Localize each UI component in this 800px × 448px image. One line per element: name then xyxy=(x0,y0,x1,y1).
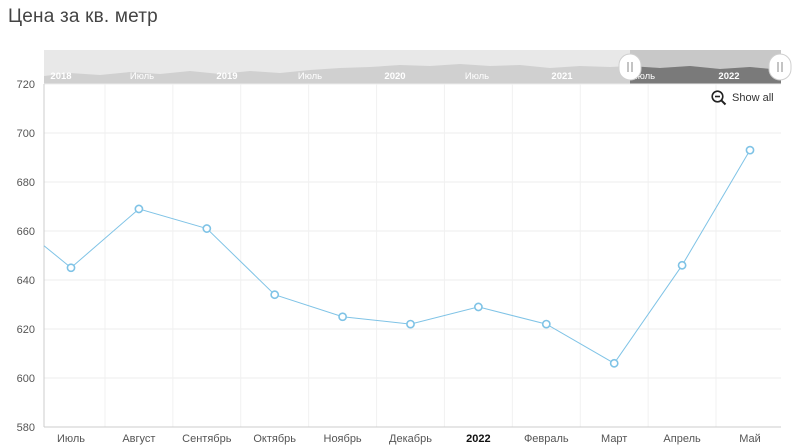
y-tick-label: 700 xyxy=(17,128,35,140)
x-tick-label: Май xyxy=(739,433,761,445)
navigator-label: 2022 xyxy=(718,71,739,82)
y-tick-label: 580 xyxy=(17,422,35,434)
y-tick-label: 640 xyxy=(17,275,35,287)
series-line xyxy=(43,149,751,364)
x-tick-label: Март xyxy=(601,433,627,445)
y-tick-label: 600 xyxy=(17,373,35,385)
data-point[interactable] xyxy=(66,263,76,273)
x-tick-label: Октябрь xyxy=(253,433,296,445)
plot-grid xyxy=(44,83,781,428)
navigator-handle-left[interactable] xyxy=(618,53,642,81)
x-tick-label: Февраль xyxy=(524,433,569,445)
data-point[interactable] xyxy=(134,204,144,214)
show-all-label: Show all xyxy=(732,92,774,104)
x-tick-label: 2022 xyxy=(466,433,490,445)
navigator-handle-right[interactable] xyxy=(768,53,792,81)
data-point[interactable] xyxy=(609,358,619,368)
navigator-label: 2018 xyxy=(50,71,71,82)
navigator-label: Июль xyxy=(298,71,322,82)
x-tick-label: Апрель xyxy=(663,433,701,445)
range-navigator[interactable]: 2018 Июль 2019 Июль 2020 Июль 2021 Июль 2022 xyxy=(44,50,792,84)
navigator-area xyxy=(44,64,781,84)
y-tick-label: 620 xyxy=(17,324,35,336)
x-tick-label: Август xyxy=(122,433,155,445)
y-tick-label: 720 xyxy=(17,79,35,91)
y-tick-label: 660 xyxy=(17,226,35,238)
navigator-label: Июль xyxy=(465,71,489,82)
y-axis-ticks: 580 600 620 640 660 680 700 720 xyxy=(17,79,35,434)
data-point[interactable] xyxy=(338,312,347,322)
x-tick-label: Ноябрь xyxy=(324,433,362,445)
data-point[interactable] xyxy=(677,260,687,270)
navigator-label: Июль xyxy=(130,71,154,82)
navigator-label: 2019 xyxy=(216,71,237,82)
data-point[interactable] xyxy=(406,319,415,329)
navigator-label: 2021 xyxy=(551,71,573,82)
page-title: Цена за кв. метр xyxy=(8,6,158,27)
x-axis-ticks: Июль Август Сентябрь Октябрь Ноябрь Декабрь 20… xyxy=(57,433,761,445)
series-group xyxy=(43,145,755,368)
data-point[interactable] xyxy=(745,145,755,155)
navigator-selected-area xyxy=(630,66,781,84)
x-tick-label: Июль xyxy=(57,433,85,445)
data-point[interactable] xyxy=(541,319,551,329)
zoom-out-icon xyxy=(711,90,727,106)
data-point[interactable] xyxy=(270,290,280,300)
navigator-label: 2020 xyxy=(384,71,405,82)
show-all-button[interactable]: Show all xyxy=(711,89,774,107)
data-point[interactable] xyxy=(202,224,212,233)
data-point[interactable] xyxy=(473,302,483,312)
x-tick-label: Сентябрь xyxy=(182,433,232,445)
navigator-label: Июль xyxy=(631,71,655,82)
x-tick-label: Декабрь xyxy=(389,433,432,445)
y-tick-label: 680 xyxy=(17,177,35,189)
